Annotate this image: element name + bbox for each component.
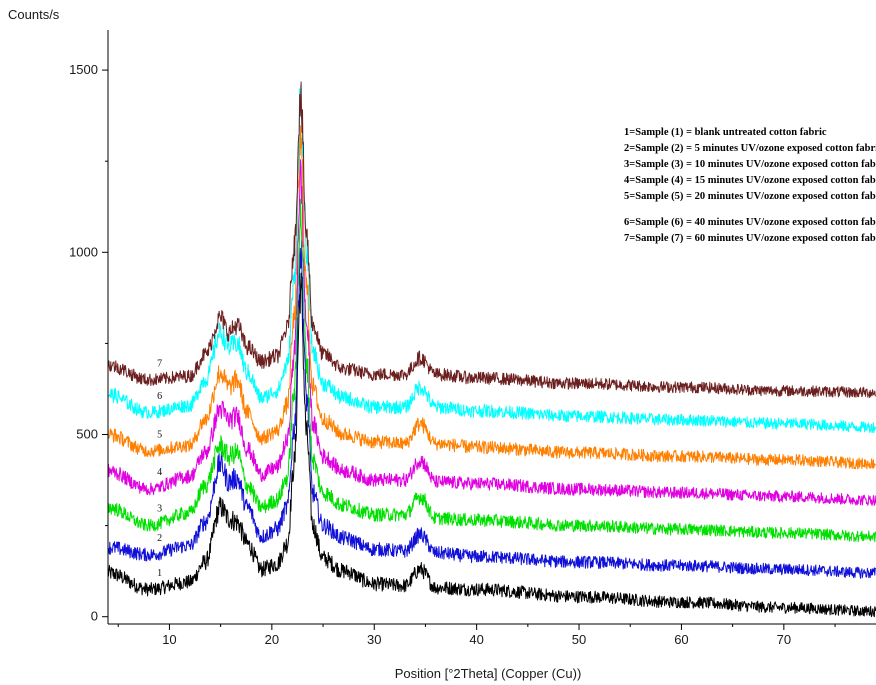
x-tick-label: 70 — [777, 632, 791, 647]
legend: 1=Sample (1) = blank untreated cotton fa… — [624, 127, 876, 244]
x-tick-label: 50 — [572, 632, 586, 647]
series-line-6 — [107, 85, 876, 434]
legend-entry: 2=Sample (2) = 5 minutes UV/ozone expose… — [624, 143, 876, 154]
series-line-5 — [107, 125, 876, 470]
series-line-7 — [107, 81, 876, 399]
ticks-layer: 10 20 30 40 50 60 70 0 500 1000 1500 — [69, 62, 836, 647]
series-line-4 — [107, 159, 876, 506]
x-tick-label: 30 — [367, 632, 381, 647]
legend-entry: 6=Sample (6) = 40 minutes UV/ozone expos… — [624, 217, 876, 228]
series-line-2 — [107, 240, 876, 579]
x-tick-label: 10 — [162, 632, 176, 647]
x-tick-label: 20 — [265, 632, 279, 647]
y-tick-label: 500 — [76, 427, 98, 442]
series-number-label: 4 — [157, 467, 162, 478]
series-number-label: 5 — [157, 430, 162, 441]
series-line-3 — [107, 198, 876, 543]
axes-layer — [107, 30, 876, 625]
series-number-label: 3 — [157, 504, 162, 515]
series-number-label: 1 — [157, 568, 162, 579]
x-tick-label: 40 — [469, 632, 483, 647]
series-number-labels: 1 2 3 4 5 6 7 — [157, 359, 162, 579]
legend-entry: 4=Sample (4) = 15 minutes UV/ozone expos… — [624, 175, 876, 186]
series-layer — [107, 81, 876, 618]
legend-entry: 3=Sample (3) = 10 minutes UV/ozone expos… — [624, 159, 876, 170]
y-tick-label: 0 — [91, 609, 98, 624]
legend-entry: 1=Sample (1) = blank untreated cotton fa… — [624, 127, 827, 138]
series-line-1 — [107, 272, 876, 618]
legend-entry: 5=Sample (5) = 20 minutes UV/ozone expos… — [624, 191, 876, 202]
series-number-label: 6 — [157, 391, 162, 402]
legend-entry: 7=Sample (7) = 60 minutes UV/ozone expos… — [624, 233, 876, 244]
y-axis-title: Counts/s — [8, 7, 60, 22]
y-tick-label: 1000 — [69, 244, 98, 259]
x-axis-title: Position [°2Theta] (Copper (Cu)) — [395, 666, 582, 681]
x-tick-label: 60 — [674, 632, 688, 647]
series-number-label: 2 — [157, 533, 162, 544]
y-tick-label: 1500 — [69, 62, 98, 77]
series-number-label: 7 — [157, 359, 162, 370]
